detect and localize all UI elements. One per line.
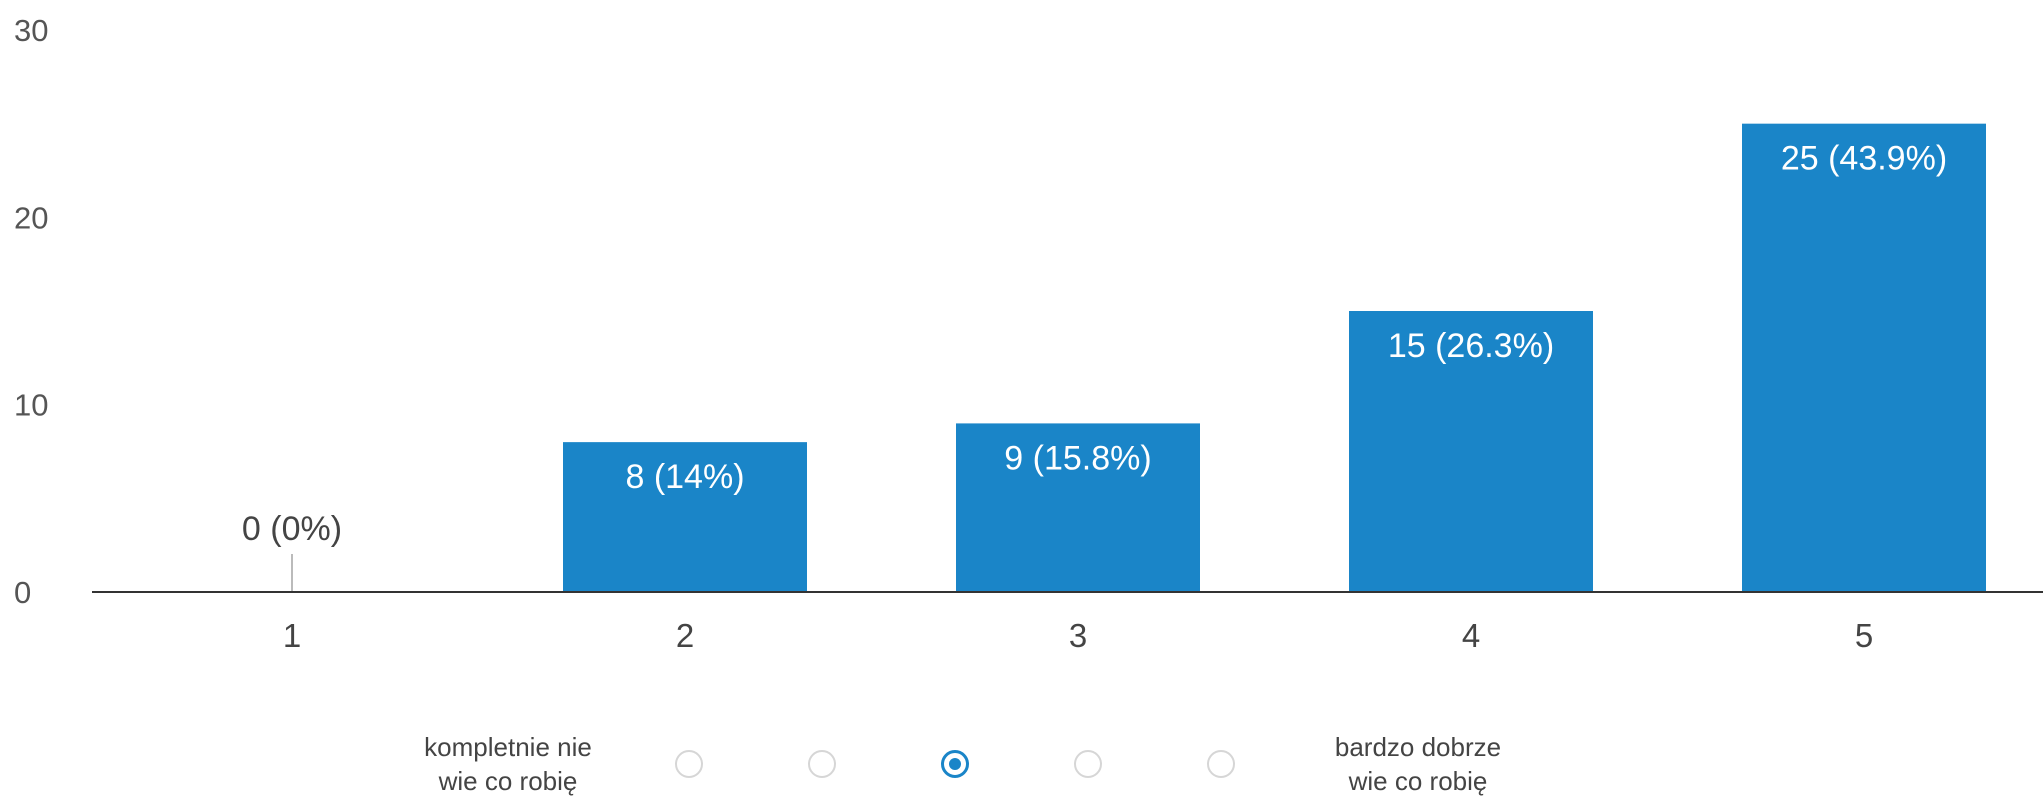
scale-right-label: bardzo dobrze wie co robię (1334, 732, 1502, 796)
data-label: 15 (26.3%) (1388, 327, 1554, 365)
data-label: 8 (14%) (625, 458, 744, 496)
x-tick-label: 1 (283, 617, 301, 654)
radio-option-3[interactable] (941, 750, 969, 778)
x-tick-label: 4 (1462, 617, 1480, 654)
data-label: 9 (15.8%) (1004, 439, 1151, 477)
rating-scale: kompletnie nie wie co robię bardzo dobrz… (0, 730, 2043, 803)
scale-left-label: kompletnie nie wie co robię (424, 732, 592, 796)
radio-option-5[interactable] (1207, 750, 1235, 778)
y-tick-label: 10 (14, 388, 48, 423)
y-tick-label: 20 (14, 200, 48, 235)
bar-chart: 0 10 20 30 0 (0%) 1 8 (14%) 2 9 (15.8%) 3 15 (26.3… (14, 13, 2043, 654)
radio-option-2[interactable] (808, 750, 836, 778)
radio-option-1[interactable] (675, 750, 703, 778)
x-tick-label: 2 (676, 617, 694, 654)
bar-2 (563, 442, 807, 592)
x-tick-label: 5 (1855, 617, 1873, 654)
y-tick-label: 0 (14, 575, 31, 610)
data-label: 0 (0%) (242, 510, 342, 548)
data-label: 25 (43.9%) (1781, 140, 1947, 178)
radio-option-4[interactable] (1074, 750, 1102, 778)
bar-5 (1742, 123, 1986, 593)
bar-4 (1349, 311, 1593, 592)
bar-3 (956, 423, 1200, 592)
x-tick-label: 3 (1069, 617, 1087, 654)
y-tick-label: 30 (14, 13, 48, 48)
